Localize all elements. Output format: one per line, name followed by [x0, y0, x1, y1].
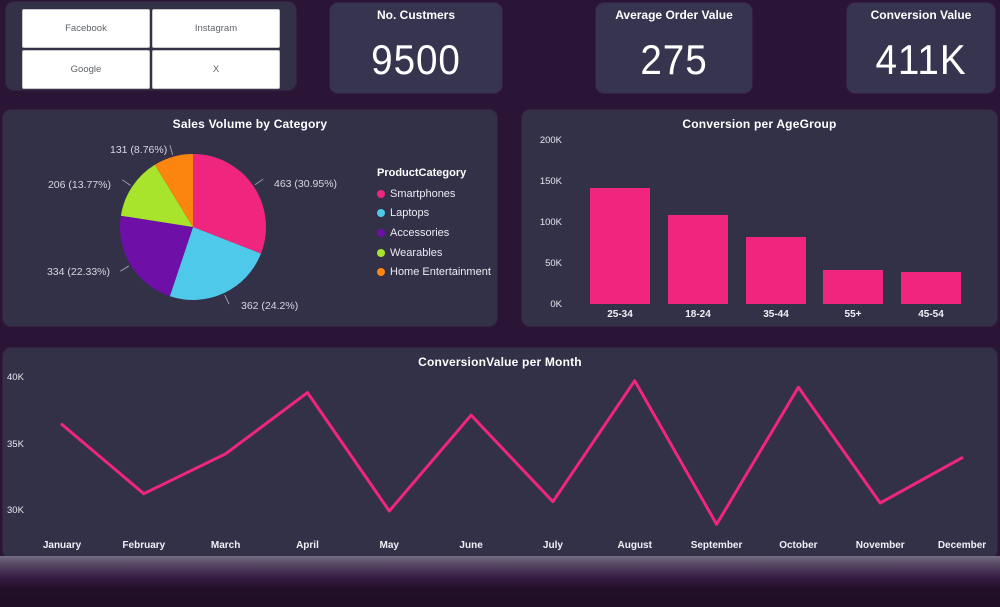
legend-item-label: Laptops	[390, 207, 430, 220]
line-x-axis-label: June	[459, 540, 483, 551]
bar-25-34[interactable]	[590, 187, 650, 304]
pie-label-leader-line	[254, 178, 264, 186]
pie-chart-panel: Sales Volume by Category 463 (30.95%) 362…	[3, 110, 497, 326]
legend-item-label: Home Entertainment	[390, 266, 491, 279]
google-button[interactable]: Google	[22, 50, 150, 89]
pie-slice-accessories[interactable]	[120, 215, 193, 297]
line-x-axis-label: January	[42, 540, 82, 551]
legend-item-laptops[interactable]: Laptops	[377, 204, 495, 224]
pie-data-label: 131 (8.76%)	[110, 144, 168, 156]
pie-data-label: 463 (30.95%)	[274, 178, 338, 190]
pie-label-leader-line	[121, 179, 131, 186]
legend-color-dot	[377, 248, 385, 257]
kpi-card-customers[interactable]: No. Custmers 9500	[330, 3, 502, 93]
social-buttons-panel: Facebook Instagram Google X	[6, 2, 296, 90]
legend-item-label: Accessories	[390, 226, 450, 239]
pie-data-label: 362 (24.2%)	[241, 300, 299, 312]
bar-y-axis-label: 50K	[545, 258, 562, 269]
bar-y-axis-label: 100K	[539, 217, 562, 228]
line-chart-title: ConversionValue per Month	[418, 355, 582, 369]
pie-chart	[120, 145, 266, 305]
bar-x-axis-label: 35-44	[763, 309, 789, 320]
line-y-axis-label: 35K	[7, 438, 24, 450]
line-x-axis-label: April	[296, 540, 319, 551]
kpi-title: Average Order Value	[615, 8, 733, 22]
bar-55+[interactable]	[823, 269, 883, 304]
pie-slice-smartphones[interactable]	[193, 154, 266, 254]
line-x-axis-label: November	[855, 540, 905, 551]
social-buttons-grid: Facebook Instagram Google X	[22, 9, 280, 89]
bar-chart-panel: Conversion per AgeGroup 0K 50K 100K 150K 200…	[522, 110, 997, 326]
legend-color-dot	[377, 189, 385, 198]
bar-18-24[interactable]	[668, 215, 728, 304]
bar-45-54[interactable]	[901, 272, 961, 304]
pie-data-label: 206 (13.77%)	[47, 179, 111, 191]
line-x-axis-label: February	[122, 540, 166, 551]
bar-y-axis-label: 0K	[550, 299, 562, 310]
pie-label-leader-line	[169, 145, 174, 155]
line-x-axis-label: October	[779, 540, 818, 551]
x-button[interactable]: X	[152, 50, 280, 89]
legend-item-home-entertainment[interactable]: Home Entertainment	[377, 262, 495, 282]
pie-legend: ProductCategory Smartphones Laptops Access…	[377, 167, 495, 282]
line-x-axis-label: May	[379, 540, 399, 551]
bar-chart-title: Conversion per AgeGroup	[682, 117, 837, 131]
bar-y-axis-label: 200K	[539, 135, 562, 146]
line-chart	[60, 379, 964, 526]
pie-slice-home-entertainment[interactable]	[154, 154, 193, 227]
legend-item-accessories[interactable]: Accessories	[377, 223, 495, 243]
pie-slice-laptops[interactable]	[169, 227, 261, 300]
pie-slice-wearables[interactable]	[120, 164, 193, 227]
bar-x-axis-label: 45-54	[918, 309, 944, 320]
legend-item-label: Wearables	[390, 246, 443, 259]
pie-data-label: 334 (22.33%)	[46, 266, 110, 278]
legend-item-smartphones[interactable]: Smartphones	[377, 184, 495, 204]
kpi-value: 411K	[875, 36, 967, 83]
line-y-axis-label: 30K	[7, 505, 24, 516]
kpi-title: No. Custmers	[376, 8, 456, 22]
legend-color-dot	[377, 228, 385, 237]
line-x-axis-label: September	[690, 540, 743, 551]
kpi-value: 275	[640, 36, 708, 83]
pie-chart-title: Sales Volume by Category	[172, 117, 328, 131]
kpi-card-conversion-value[interactable]: Conversion Value 411K	[847, 3, 995, 93]
legend-color-dot	[377, 268, 385, 277]
legend-color-dot	[377, 209, 385, 218]
line-x-axis-label: December	[937, 540, 987, 551]
bar-y-axis-label: 150K	[539, 176, 562, 187]
instagram-button[interactable]: Instagram	[152, 9, 280, 48]
line-chart-panel: ConversionValue per Month 30K 35K 40K Janua…	[3, 348, 997, 558]
legend-item-label: Smartphones	[390, 187, 456, 200]
legend-item-wearables[interactable]: Wearables	[377, 243, 495, 263]
footer-strip	[0, 556, 1000, 607]
line-x-axis-label: March	[210, 540, 241, 551]
line-x-axis-label: July	[542, 540, 563, 551]
pie-label-leader-line	[120, 265, 130, 272]
facebook-button[interactable]: Facebook	[22, 9, 150, 48]
bar-x-axis-label: 18-24	[685, 309, 711, 320]
bar-x-axis-label: 55+	[844, 309, 862, 320]
line-x-axis-label: August	[617, 540, 652, 551]
kpi-title: Conversion Value	[870, 8, 972, 22]
legend-title: ProductCategory	[377, 167, 467, 179]
conversion-line-series[interactable]	[60, 379, 964, 526]
kpi-card-average-order-value[interactable]: Average Order Value 275	[596, 3, 752, 93]
line-y-axis-label: 40K	[7, 372, 24, 383]
bar-35-44[interactable]	[746, 236, 806, 304]
pie-label-leader-line	[224, 294, 230, 305]
kpi-value: 9500	[371, 36, 461, 83]
bar-x-axis-label: 25-34	[607, 309, 633, 320]
